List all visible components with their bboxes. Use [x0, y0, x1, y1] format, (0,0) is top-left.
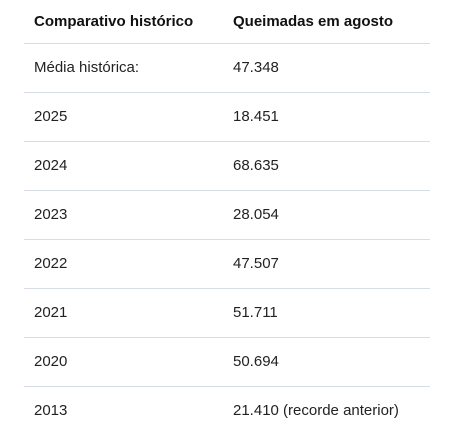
row-value: 68.635: [223, 142, 430, 191]
row-value: 28.054: [223, 191, 430, 240]
table-row: 2025 18.451: [24, 93, 430, 142]
row-label: 2024: [24, 142, 223, 191]
table-body: Média histórica: 47.348 2025 18.451 2024…: [24, 44, 430, 435]
row-value: 47.348: [223, 44, 430, 93]
row-value: 21.410 (recorde anterior): [223, 387, 430, 435]
table-row: 2022 47.507: [24, 240, 430, 289]
row-label: 2025: [24, 93, 223, 142]
header-queimadas: Queimadas em agosto: [223, 0, 430, 44]
header-comparativo: Comparativo histórico: [24, 0, 223, 44]
table-row: 2023 28.054: [24, 191, 430, 240]
comparison-table-container: Comparativo histórico Queimadas em agost…: [24, 0, 454, 435]
fires-comparison-table: Comparativo histórico Queimadas em agost…: [24, 0, 430, 435]
table-row: 2024 68.635: [24, 142, 430, 191]
table-row: Média histórica: 47.348: [24, 44, 430, 93]
table-row: 2013 21.410 (recorde anterior): [24, 387, 430, 435]
table-row: 2020 50.694: [24, 338, 430, 387]
row-label: Média histórica:: [24, 44, 223, 93]
row-label: 2022: [24, 240, 223, 289]
row-value: 18.451: [223, 93, 430, 142]
row-value: 51.711: [223, 289, 430, 338]
row-label: 2013: [24, 387, 223, 435]
row-value: 50.694: [223, 338, 430, 387]
row-label: 2021: [24, 289, 223, 338]
row-label: 2020: [24, 338, 223, 387]
row-value: 47.507: [223, 240, 430, 289]
table-row: 2021 51.711: [24, 289, 430, 338]
row-label: 2023: [24, 191, 223, 240]
header-row: Comparativo histórico Queimadas em agost…: [24, 0, 430, 44]
table-header: Comparativo histórico Queimadas em agost…: [24, 0, 430, 44]
